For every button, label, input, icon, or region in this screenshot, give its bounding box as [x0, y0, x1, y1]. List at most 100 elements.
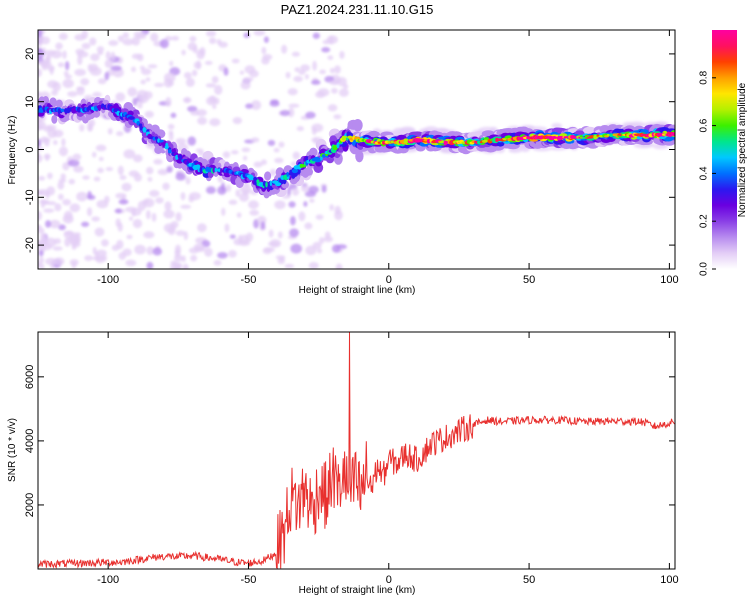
noise-speckle [163, 72, 176, 83]
ridge-cell [214, 167, 217, 173]
ridge-cell [444, 140, 448, 145]
noise-speckle [126, 234, 133, 240]
noise-speckle [42, 137, 51, 143]
noise-speckle [180, 192, 186, 201]
ridge-cell [269, 180, 273, 187]
ridge-cell [656, 132, 664, 137]
ridge-cell [171, 148, 177, 154]
noise-speckle [167, 123, 175, 130]
noise-speckle [284, 263, 294, 269]
noise-speckle [262, 247, 272, 255]
y-tick-label: 2000 [24, 493, 36, 517]
noise-speckle [249, 209, 260, 216]
noise-speckle [175, 172, 186, 181]
noise-speckle [292, 151, 301, 160]
colorbar-tick-label: 0.0 [699, 262, 710, 276]
noise-speckle [89, 37, 97, 46]
ridge-cell [496, 140, 505, 147]
noise-speckle [75, 48, 85, 55]
noise-speckle [104, 59, 114, 68]
noise-speckle [288, 103, 300, 108]
spectrogram-y-ticks: -20 -10 0 10 20 [24, 48, 675, 253]
noise-speckle [122, 38, 134, 46]
noise-speckle [296, 126, 305, 132]
noise-speckle [213, 260, 222, 266]
noise-speckle [174, 254, 183, 262]
ridge-cell [563, 136, 568, 139]
noise-speckle [39, 263, 45, 269]
noise-speckle [260, 221, 266, 230]
noise-speckle [96, 199, 109, 209]
colorbar-gradient [712, 30, 737, 269]
noise-speckle [269, 239, 282, 248]
noise-speckle [101, 239, 109, 247]
colorbar-label: Normalized spectral amplitude [737, 82, 748, 217]
noise-speckle [182, 97, 192, 103]
noise-speckle [164, 201, 172, 211]
noise-speckle [134, 244, 146, 255]
noise-speckle [273, 147, 280, 153]
snr-x-axis-label: Height of straight line (km) [299, 585, 416, 596]
noise-speckle [289, 216, 296, 226]
noise-speckle [319, 69, 326, 75]
noise-speckle [136, 89, 148, 100]
noise-speckle [145, 77, 151, 82]
noise-speckle [253, 161, 263, 168]
noise-speckle [324, 231, 331, 239]
noise-speckle [209, 118, 221, 127]
noise-speckle [308, 185, 319, 194]
ridge-cell [670, 132, 675, 136]
noise-speckle [64, 60, 70, 71]
noise-speckle [132, 154, 143, 163]
noise-speckle [46, 124, 57, 131]
noise-speckle [218, 41, 228, 48]
noise-speckle [339, 88, 349, 97]
noise-speckle [291, 51, 300, 57]
noise-speckle [69, 203, 81, 213]
noise-speckle [331, 244, 341, 253]
noise-speckle [290, 243, 303, 254]
noise-speckle [182, 263, 189, 269]
noise-speckle [38, 249, 44, 257]
noise-speckle [191, 69, 198, 77]
noise-speckle [322, 39, 331, 45]
band-halo [392, 127, 406, 136]
spectrogram-y-axis-label: Frequency (Hz) [7, 116, 18, 185]
noise-speckle [72, 153, 82, 161]
noise-speckle [339, 50, 345, 59]
ridge-cell [345, 137, 349, 141]
noise-speckle [90, 53, 100, 62]
noise-speckle [268, 229, 274, 238]
noise-speckle [197, 223, 207, 233]
noise-speckle [86, 123, 94, 132]
noise-speckle [53, 257, 65, 266]
noise-speckle [274, 200, 286, 210]
noise-speckle [81, 42, 91, 50]
noise-speckle [309, 198, 315, 203]
noise-speckle [63, 230, 75, 239]
noise-speckle [308, 261, 319, 269]
noise-speckle [241, 147, 251, 153]
noise-speckle [105, 166, 114, 172]
noise-speckle [89, 66, 102, 76]
noise-speckle [144, 110, 154, 118]
noise-speckle [38, 47, 43, 53]
noise-speckle [122, 32, 129, 39]
noise-speckle [151, 212, 157, 222]
noise-speckle [222, 151, 231, 159]
noise-speckle [58, 193, 64, 201]
noise-speckle [82, 175, 90, 180]
x-tick-label: 50 [523, 574, 535, 586]
noise-speckle [190, 110, 200, 116]
noise-speckle [166, 165, 173, 173]
noise-speckle [87, 191, 92, 199]
noise-speckle [92, 91, 102, 98]
noise-speckle [211, 76, 219, 84]
noise-speckle [146, 246, 154, 255]
noise-speckle [57, 62, 65, 68]
noise-speckle [132, 218, 143, 229]
noise-speckle [189, 36, 197, 42]
noise-speckle [293, 75, 304, 82]
noise-speckle [185, 176, 191, 185]
